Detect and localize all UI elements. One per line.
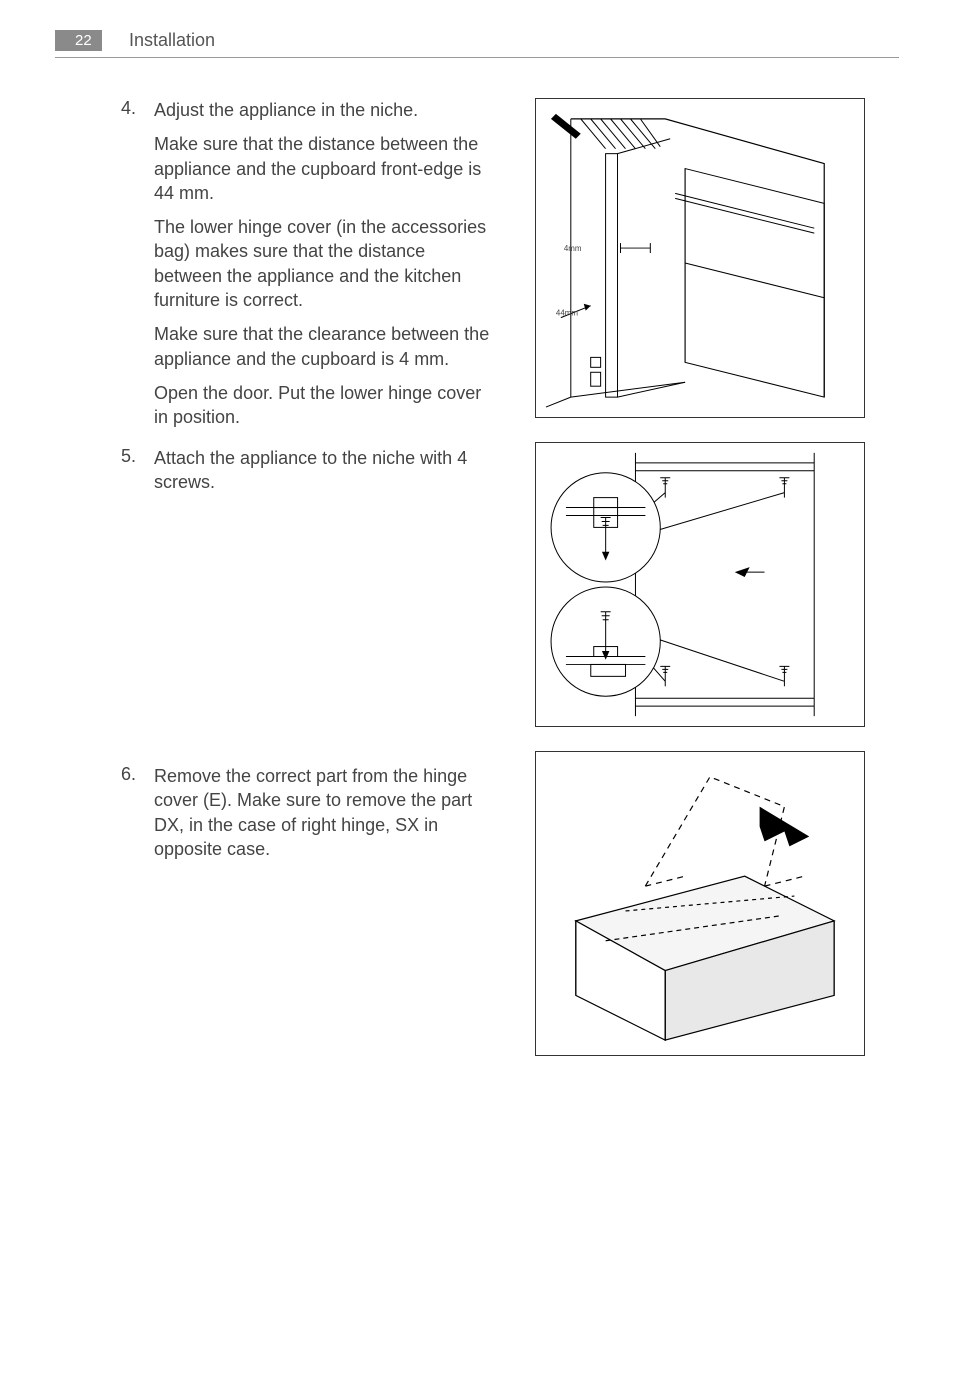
step-4-body: Adjust the appliance in the niche. Make … bbox=[154, 98, 494, 440]
step-6-body: Remove the correct part from the hinge c… bbox=[154, 764, 494, 871]
step-4-p5: Open the door. Put the lower hinge cover… bbox=[154, 381, 494, 430]
section-title: Installation bbox=[129, 30, 215, 51]
figure-attach-screws bbox=[535, 442, 865, 727]
page-header: 22 Installation bbox=[55, 30, 899, 58]
page-number-box: 22 bbox=[55, 30, 102, 51]
figure-niche-clearance: 4mm 44mm bbox=[535, 98, 865, 418]
page-number: 22 bbox=[75, 32, 92, 49]
label-4mm: 4mm bbox=[564, 244, 582, 253]
content-area: 4. Adjust the appliance in the niche. Ma… bbox=[55, 98, 899, 871]
step-4-p2: Make sure that the distance between the … bbox=[154, 132, 494, 205]
step-5-body: Attach the appliance to the niche with 4… bbox=[154, 446, 494, 505]
label-44mm: 44mm bbox=[556, 309, 578, 318]
figure-hinge-cover bbox=[535, 751, 865, 1056]
step-4-p3: The lower hinge cover (in the accessorie… bbox=[154, 215, 494, 312]
step-6-number: 6. bbox=[110, 764, 154, 871]
step-4-number: 4. bbox=[110, 98, 154, 440]
step-4-p1: Adjust the appliance in the niche. bbox=[154, 98, 494, 122]
step-6-p1: Remove the correct part from the hinge c… bbox=[154, 764, 494, 861]
step-5-number: 5. bbox=[110, 446, 154, 505]
step-4-p4: Make sure that the clearance between the… bbox=[154, 322, 494, 371]
step-5-p1: Attach the appliance to the niche with 4… bbox=[154, 446, 494, 495]
right-column: 4mm 44mm bbox=[535, 98, 865, 1080]
